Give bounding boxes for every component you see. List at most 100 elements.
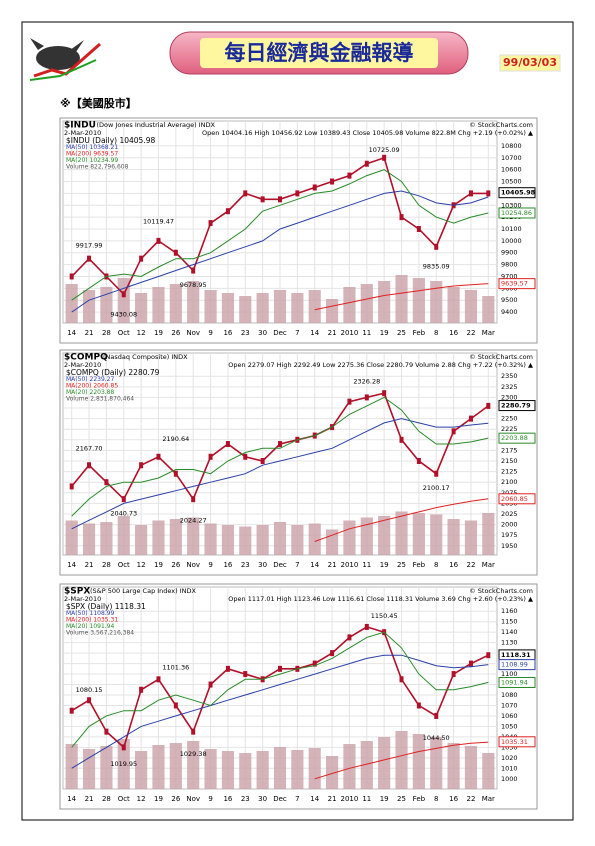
legend-entry: MA(200) 2060.85: [66, 383, 118, 390]
volume-bar: [256, 293, 269, 323]
y-tick-label: 2175: [501, 446, 518, 454]
y-tick-label: 1060: [501, 712, 518, 720]
price-candle: [486, 190, 491, 197]
price-candle: [104, 479, 109, 486]
chart-source: © StockCharts.com: [469, 353, 533, 361]
volume-bar: [135, 293, 148, 323]
legend-entry: Volume 822,796,608: [66, 164, 129, 171]
price-candle: [191, 267, 196, 274]
chart-subtitle: (Nasdaq Composite) INDX: [103, 353, 188, 361]
volume-bar: [65, 284, 78, 323]
price-candle: [364, 623, 369, 630]
price-annotation: 1080.15: [76, 686, 103, 694]
volume-bar: [239, 753, 252, 789]
chart-subtitle: (S&P 500 Large Cap Index) INDX: [90, 587, 197, 595]
price-candle: [208, 220, 213, 227]
chart-date: 2-Mar-2010: [64, 129, 101, 137]
chart-info: Open 2279.07 High 2292.49 Low 2275.36 Cl…: [228, 361, 533, 369]
price-candle: [121, 744, 126, 751]
ma-line: [314, 498, 489, 542]
volume-bar: [464, 290, 478, 323]
price-candle: [156, 676, 161, 683]
volume-bar: [239, 526, 252, 555]
volume-bar: [256, 525, 269, 555]
volume-bar: [65, 520, 78, 555]
value-box: [498, 493, 536, 505]
price-candle: [416, 458, 421, 464]
x-tick-label: 14: [67, 795, 76, 803]
chart-title: $COMPQ: [64, 353, 108, 363]
price-candle: [434, 243, 439, 250]
logo: [28, 28, 106, 81]
volume-bar: [378, 737, 391, 789]
volume-bar: [291, 525, 304, 555]
x-tick-label: 14: [67, 329, 76, 337]
x-tick-label: Dec: [273, 329, 287, 337]
price-annotation: 1029.38: [180, 750, 207, 758]
volume-bar: [447, 519, 460, 555]
x-tick-label: Feb: [413, 795, 426, 803]
price-candle: [208, 453, 213, 460]
x-tick-label: 19: [380, 329, 389, 337]
volume-bar: [360, 284, 373, 323]
price-candle: [69, 273, 74, 280]
price-candle: [416, 226, 421, 232]
ma-line: [314, 283, 489, 311]
legend-entry: $INDU (Daily) 10405.98: [66, 136, 155, 145]
price-annotation: 1150.45: [371, 612, 398, 620]
x-tick-label: 7: [295, 329, 299, 337]
x-tick-label: Mar: [482, 329, 495, 337]
value-box: [498, 659, 536, 671]
price-candle: [347, 398, 352, 405]
volume-bar: [152, 520, 165, 555]
price-candle: [69, 707, 74, 714]
y-tick-label: 2350: [501, 372, 518, 380]
value-box-label: 10254.86: [501, 209, 532, 217]
volume-bar: [273, 290, 287, 323]
price-annotation: 1019.95: [110, 760, 137, 768]
y-tick-label: 9900: [501, 249, 518, 257]
price-candle: [468, 415, 473, 422]
price-candle: [173, 249, 178, 256]
volume-bar: [152, 287, 165, 323]
x-tick-label: Dec: [273, 795, 287, 803]
volume-bar: [343, 287, 356, 323]
price-candle: [278, 665, 282, 672]
price-candle: [295, 190, 300, 197]
x-tick-label: 19: [154, 561, 163, 569]
y-tick-label: 1030: [501, 743, 518, 751]
legend-entry: $SPX (Daily) 1118.31: [66, 602, 146, 611]
chart-info: Open 1117.01 High 1123.46 Low 1116.61 Cl…: [228, 595, 533, 603]
volume-bar: [447, 287, 460, 323]
x-tick-label: 23: [241, 795, 250, 803]
price-candle: [312, 660, 317, 667]
x-tick-label: 7: [295, 795, 299, 803]
y-tick-label: 1010: [501, 764, 518, 772]
price-annotation: 2024.27: [180, 516, 207, 524]
volume-bar: [100, 287, 113, 323]
volume-bar: [82, 290, 96, 323]
price-annotation: 2040.73: [110, 509, 137, 517]
chart-source: © StockCharts.com: [469, 587, 533, 595]
volume-bar: [117, 516, 130, 555]
volume-bar: [308, 523, 321, 555]
price-candle: [139, 255, 144, 262]
price-annotation: 1101.36: [162, 664, 189, 672]
y-tick-label: 2300: [501, 393, 518, 401]
x-tick-label: 2010: [341, 329, 359, 337]
legend-entry: MA(200) 9639.57: [66, 151, 118, 158]
price-candle: [347, 634, 352, 641]
price-candle: [243, 190, 248, 197]
price-candle: [243, 453, 248, 460]
y-tick-label: 9500: [501, 296, 518, 304]
volume-bar: [464, 746, 478, 789]
x-tick-label: 30: [258, 795, 267, 803]
y-tick-label: 10500: [501, 178, 522, 186]
x-tick-label: 23: [241, 561, 250, 569]
x-tick-label: 16: [449, 795, 458, 803]
y-tick-label: 2100: [501, 478, 518, 486]
price-candle: [225, 665, 230, 672]
ma-line: [314, 741, 489, 780]
volume-bar: [100, 746, 113, 789]
y-tick-label: 9800: [501, 261, 518, 269]
